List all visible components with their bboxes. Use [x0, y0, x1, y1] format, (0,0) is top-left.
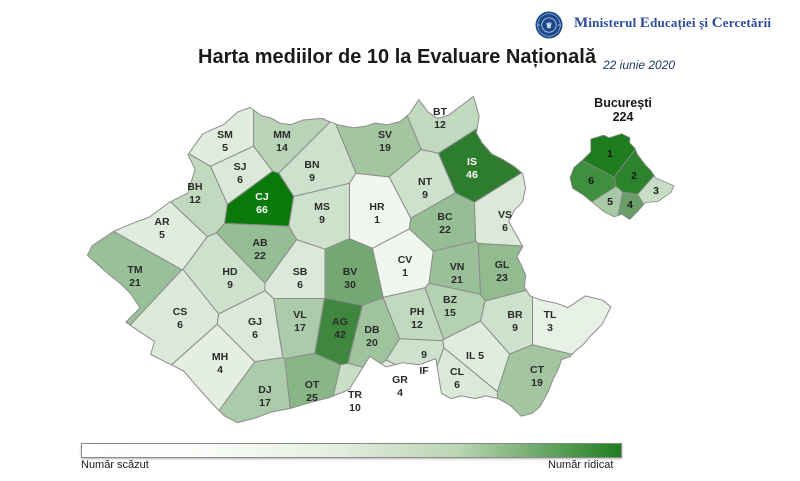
svg-text:6: 6 [252, 329, 258, 341]
svg-text:TR: TR [348, 389, 362, 401]
svg-text:HR: HR [369, 201, 385, 213]
svg-text:3: 3 [547, 322, 553, 334]
svg-text:9: 9 [421, 349, 427, 361]
svg-text:17: 17 [259, 397, 271, 409]
svg-text:GR: GR [392, 374, 408, 386]
svg-text:CJ: CJ [255, 191, 269, 203]
svg-text:1: 1 [402, 267, 408, 279]
svg-text:PH: PH [410, 306, 425, 318]
svg-text:21: 21 [451, 274, 463, 286]
svg-text:BH: BH [187, 181, 202, 193]
svg-text:AG: AG [332, 316, 348, 328]
svg-text:♕: ♕ [546, 21, 553, 30]
svg-text:23: 23 [496, 272, 508, 284]
svg-text:17: 17 [294, 322, 306, 334]
svg-text:42: 42 [334, 329, 346, 341]
svg-text:66: 66 [256, 204, 268, 216]
svg-text:IS: IS [467, 156, 477, 168]
svg-text:HD: HD [222, 266, 238, 278]
svg-text:IL 5: IL 5 [466, 350, 484, 362]
svg-text:4: 4 [217, 364, 223, 376]
svg-text:1: 1 [607, 148, 613, 160]
svg-text:MM: MM [273, 129, 291, 141]
svg-text:22: 22 [254, 250, 266, 262]
svg-text:BC: BC [437, 211, 453, 223]
svg-text:DJ: DJ [258, 384, 272, 396]
svg-text:NT: NT [418, 176, 433, 188]
svg-text:19: 19 [531, 377, 543, 389]
svg-text:SJ: SJ [234, 161, 247, 173]
svg-text:19: 19 [379, 142, 391, 154]
svg-text:9: 9 [512, 322, 518, 334]
svg-text:21: 21 [129, 277, 141, 289]
svg-text:12: 12 [411, 319, 423, 331]
svg-text:MS: MS [314, 201, 330, 213]
svg-text:BV: BV [343, 266, 358, 278]
svg-text:VS: VS [498, 209, 512, 221]
svg-text:1: 1 [374, 214, 380, 226]
svg-text:4: 4 [627, 199, 633, 211]
svg-text:3: 3 [653, 185, 659, 197]
svg-text:VN: VN [450, 261, 465, 273]
svg-text:CL: CL [450, 366, 465, 378]
svg-text:BN: BN [304, 159, 319, 171]
svg-text:OT: OT [305, 379, 320, 391]
svg-text:IF: IF [419, 365, 429, 377]
svg-text:9: 9 [227, 279, 233, 291]
svg-text:6: 6 [297, 279, 303, 291]
svg-text:MH: MH [212, 351, 228, 363]
svg-text:6: 6 [177, 319, 183, 331]
svg-text:22: 22 [439, 224, 451, 236]
svg-text:VL: VL [293, 309, 307, 321]
svg-text:TM: TM [127, 264, 142, 276]
svg-text:5: 5 [607, 196, 613, 208]
svg-text:5: 5 [222, 142, 228, 154]
svg-text:TL: TL [544, 309, 557, 321]
svg-text:9: 9 [422, 189, 428, 201]
svg-text:46: 46 [466, 169, 478, 181]
svg-text:10: 10 [349, 402, 361, 414]
svg-text:SV: SV [378, 129, 392, 141]
svg-text:SM: SM [217, 129, 233, 141]
svg-text:6: 6 [237, 174, 243, 186]
svg-text:12: 12 [434, 119, 446, 131]
svg-text:4: 4 [397, 387, 403, 399]
svg-text:15: 15 [444, 307, 456, 319]
svg-text:CS: CS [173, 306, 188, 318]
svg-text:SB: SB [293, 266, 308, 278]
svg-text:GJ: GJ [248, 316, 262, 328]
svg-text:30: 30 [344, 279, 356, 291]
svg-text:2: 2 [631, 170, 637, 182]
svg-text:BR: BR [507, 309, 523, 321]
svg-text:AB: AB [252, 237, 268, 249]
svg-text:DB: DB [364, 324, 380, 336]
svg-text:CT: CT [530, 364, 545, 376]
svg-text:6: 6 [588, 175, 594, 187]
svg-text:AR: AR [154, 216, 170, 228]
svg-text:6: 6 [502, 222, 508, 234]
svg-text:5: 5 [159, 229, 165, 241]
svg-text:20: 20 [366, 337, 378, 349]
svg-text:14: 14 [276, 142, 288, 154]
svg-text:25: 25 [306, 392, 318, 404]
svg-text:CV: CV [398, 254, 413, 266]
svg-text:6: 6 [454, 379, 460, 391]
svg-text:12: 12 [189, 194, 201, 206]
svg-text:BT: BT [433, 106, 448, 118]
svg-text:9: 9 [309, 172, 315, 184]
svg-text:GL: GL [495, 259, 510, 271]
svg-text:BZ: BZ [443, 294, 458, 306]
svg-text:9: 9 [319, 214, 325, 226]
